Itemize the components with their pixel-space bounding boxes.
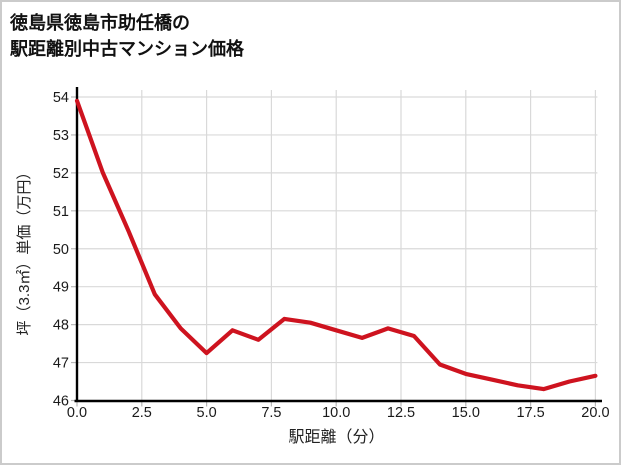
chart-title-line2: 駅距離別中古マンション価格 xyxy=(10,39,244,59)
chart-title-line1: 徳島県徳島市助任橋の xyxy=(10,13,190,33)
price-line xyxy=(74,98,598,392)
x-tick-label: 2.5 xyxy=(132,405,152,421)
y-tick-label: 47 xyxy=(53,356,69,372)
y-tick-label: 49 xyxy=(53,280,69,296)
y-tick-label: 52 xyxy=(53,166,69,182)
x-tick-label: 7.5 xyxy=(261,405,281,421)
y-tick-label: 50 xyxy=(53,242,69,258)
y-axis-label: 坪（3.3㎡）単価（万円） xyxy=(16,164,33,336)
y-tick-label: 46 xyxy=(53,394,69,410)
x-tick-label: 12.5 xyxy=(387,405,415,421)
y-tick-label: 54 xyxy=(53,90,69,106)
x-tick-label: 20.0 xyxy=(581,405,609,421)
x-tick-label: 10.0 xyxy=(322,405,350,421)
chart-title: 徳島県徳島市助任橋の駅距離別中古マンション価格 xyxy=(10,10,244,62)
x-tick-label: 5.0 xyxy=(197,405,217,421)
x-tick-label: 15.0 xyxy=(452,405,480,421)
x-tick-label: 0.0 xyxy=(67,405,87,421)
x-tick-label: 17.5 xyxy=(516,405,544,421)
x-axis-label: 駅距離（分） xyxy=(288,429,385,446)
y-tick-label: 48 xyxy=(53,318,69,334)
y-tick-label: 53 xyxy=(53,128,69,144)
y-tick-label: 51 xyxy=(53,204,69,220)
